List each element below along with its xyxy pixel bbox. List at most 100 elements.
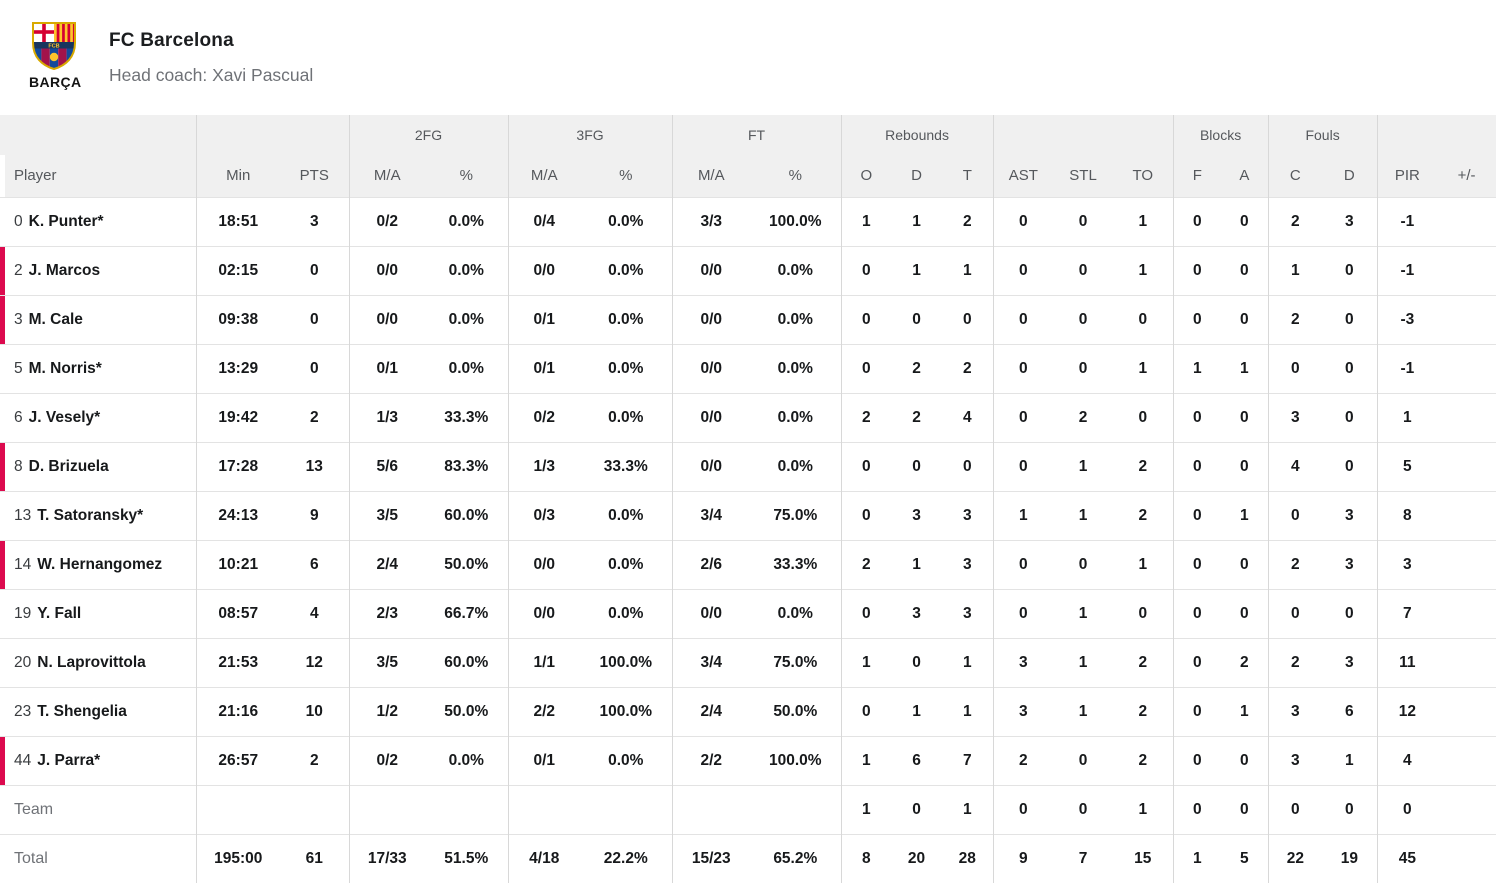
stat-fg2-pct: 0.0% — [425, 343, 509, 393]
stat-blk-a: 5 — [1221, 833, 1269, 883]
stat-ft-pct: 50.0% — [750, 686, 842, 736]
stat-pir: 5 — [1377, 441, 1438, 491]
stat-min: 08:57 — [196, 588, 280, 638]
stat-reb-t: 0 — [942, 441, 994, 491]
stat-fg3-pct: 0.0% — [580, 294, 673, 344]
stat-reb-o: 0 — [841, 441, 892, 491]
player-link[interactable]: J. Vesely* — [28, 408, 101, 426]
stat-reb-d: 0 — [891, 784, 943, 834]
stat-fg3-pct: 0.0% — [580, 343, 673, 393]
stat-min: 24:13 — [196, 490, 280, 540]
stat-fg2-pct: 0.0% — [425, 735, 509, 785]
stat-ft-pct: 0.0% — [750, 343, 842, 393]
stat-plus-minus — [1437, 294, 1496, 344]
stat-foul-d: 3 — [1322, 196, 1378, 246]
stat-ft-pct: 100.0% — [750, 735, 842, 785]
stat-blk-f: 0 — [1173, 686, 1222, 736]
stat-ast: 0 — [993, 588, 1054, 638]
stat-foul-d: 0 — [1322, 392, 1378, 442]
stat-fg2-ma: 2/3 — [349, 588, 425, 638]
stat-pts: 12 — [280, 637, 350, 687]
stat-ft-ma: 3/3 — [672, 196, 751, 246]
stat-reb-t: 3 — [942, 539, 994, 589]
stat-min: 21:53 — [196, 637, 280, 687]
stat-stl: 1 — [1053, 441, 1114, 491]
stat-fg2-ma: 5/6 — [349, 441, 425, 491]
player-link[interactable]: K. Punter* — [28, 212, 104, 230]
stat-pir: 8 — [1377, 490, 1438, 540]
player-cell: 5 M. Norris* — [0, 343, 197, 393]
player-link[interactable]: M. Cale — [28, 310, 83, 328]
stat-foul-c: 2 — [1268, 539, 1323, 589]
barca-crest-icon: FCB — [32, 22, 76, 71]
player-number: 23 — [14, 702, 32, 720]
player-link[interactable]: J. Parra* — [37, 751, 101, 769]
stat-pts: 3 — [280, 196, 350, 246]
stat-plus-minus — [1437, 588, 1496, 638]
player-row: 13 T. Satoransky* 24:13 9 3/5 60.0% 0/3 0.0% 3/4… — [0, 490, 1496, 540]
stat-blk-a: 1 — [1221, 686, 1269, 736]
player-link[interactable]: D. Brizuela — [28, 457, 109, 475]
stat-fg3-ma — [508, 784, 581, 834]
stat-fg2-pct: 83.3% — [425, 441, 509, 491]
player-link[interactable]: W. Hernangomez — [37, 555, 163, 573]
stat-reb-d: 0 — [891, 294, 943, 344]
stat-pir: 11 — [1377, 637, 1438, 687]
stat-to: 1 — [1113, 343, 1174, 393]
stat-pir: 1 — [1377, 392, 1438, 442]
team-row: Team 1 0 1 0 0 1 0 0 0 0 0 — [0, 784, 1496, 834]
stat-ast: 3 — [993, 637, 1054, 687]
stat-foul-c: 0 — [1268, 588, 1323, 638]
player-link[interactable]: T. Shengelia — [37, 702, 127, 720]
stat-stl: 0 — [1053, 735, 1114, 785]
player-cell: Team — [0, 784, 197, 834]
stat-pts — [280, 784, 350, 834]
stat-reb-d: 1 — [891, 686, 943, 736]
group-header-empty — [196, 115, 350, 155]
stat-stl: 0 — [1053, 343, 1114, 393]
stat-blk-a: 0 — [1221, 784, 1269, 834]
player-link[interactable]: J. Marcos — [28, 261, 101, 279]
stat-pts: 61 — [280, 833, 350, 883]
stat-stl: 0 — [1053, 784, 1114, 834]
player-row: 6 J. Vesely* 19:42 2 1/3 33.3% 0/2 0.0% 0/0 0.0% 2… — [0, 392, 1496, 442]
stat-ft-ma: 3/4 — [672, 490, 751, 540]
stat-reb-d: 3 — [891, 490, 943, 540]
stat-foul-d: 0 — [1322, 245, 1378, 295]
column-header-player: Player — [0, 155, 197, 197]
stat-fg2-pct: 0.0% — [425, 245, 509, 295]
column-header-ast: AST — [993, 155, 1054, 197]
column-header-reb-d: D — [891, 155, 943, 197]
stat-fg3-pct: 0.0% — [580, 539, 673, 589]
active-player-marker — [0, 295, 5, 344]
player-link[interactable]: T. Satoransky* — [37, 506, 144, 524]
stat-to: 0 — [1113, 392, 1174, 442]
stat-plus-minus — [1437, 539, 1496, 589]
stat-pir: -3 — [1377, 294, 1438, 344]
stat-pts: 9 — [280, 490, 350, 540]
stat-reb-o: 0 — [841, 343, 892, 393]
stat-fg2-pct: 60.0% — [425, 490, 509, 540]
stat-stl: 1 — [1053, 588, 1114, 638]
column-header-min: Min — [196, 155, 280, 197]
stat-reb-d: 20 — [891, 833, 943, 883]
stat-fg3-ma: 0/1 — [508, 735, 581, 785]
titles: FC Barcelona Head coach: Xavi Pascual — [109, 30, 313, 86]
player-link[interactable]: M. Norris* — [28, 359, 102, 377]
stat-foul-c: 0 — [1268, 490, 1323, 540]
stat-to: 0 — [1113, 294, 1174, 344]
player-number: 14 — [14, 555, 32, 573]
stat-to: 1 — [1113, 539, 1174, 589]
player-link[interactable]: N. Laprovittola — [37, 653, 146, 671]
stat-blk-f: 0 — [1173, 294, 1222, 344]
column-header-pts: PTS — [280, 155, 350, 197]
stat-ft-ma: 0/0 — [672, 588, 751, 638]
stat-min: 09:38 — [196, 294, 280, 344]
player-cell: 14 W. Hernangomez — [0, 539, 197, 589]
stat-blk-f: 1 — [1173, 343, 1222, 393]
stat-blk-f: 0 — [1173, 637, 1222, 687]
stat-foul-d: 0 — [1322, 441, 1378, 491]
stat-reb-d: 2 — [891, 392, 943, 442]
stat-ft-pct: 33.3% — [750, 539, 842, 589]
player-link[interactable]: Y. Fall — [37, 604, 82, 622]
